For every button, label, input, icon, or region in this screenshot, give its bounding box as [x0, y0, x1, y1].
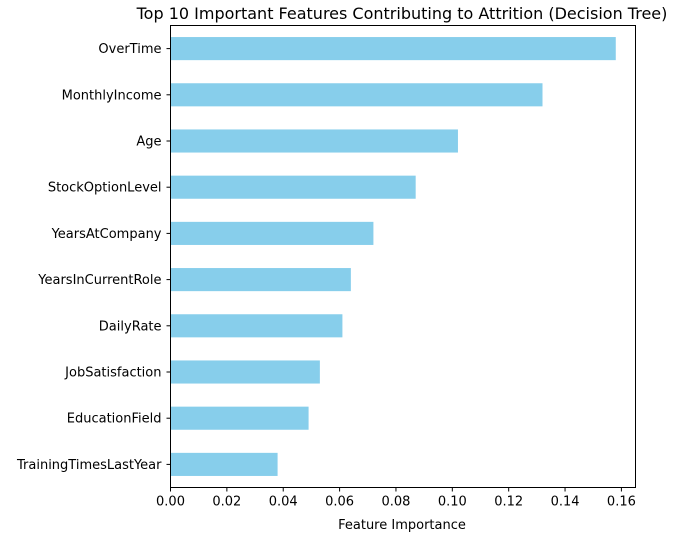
bar-Age: [170, 129, 458, 153]
y-tick-label: StockOptionLevel: [48, 181, 162, 196]
bar-EducationField: [170, 406, 309, 430]
y-tick-label: Age: [136, 135, 161, 150]
bar-DailyRate: [170, 314, 343, 338]
bar-MonthlyIncome: [170, 83, 543, 107]
x-tick-label: 0.08: [381, 495, 410, 510]
bar-YearsInCurrentRole: [170, 268, 351, 292]
x-tick-label: 0.06: [325, 495, 354, 510]
bar-StockOptionLevel: [170, 175, 416, 199]
x-axis: 0.00 0.02 0.04 0.06 0.08 0.10 0.12 0.14 0.16: [156, 487, 636, 510]
x-tick-label: 0.00: [156, 495, 185, 510]
bar-TrainingTimesLastYear: [170, 452, 278, 476]
y-tick-label: TrainingTimesLastYear: [16, 458, 162, 473]
y-tick-label: JobSatisfaction: [64, 366, 161, 381]
x-tick-label: 0.10: [438, 495, 467, 510]
bars-layer: [170, 37, 616, 476]
x-tick-label: 0.14: [551, 495, 580, 510]
y-tick-label: EducationField: [67, 412, 162, 427]
x-tick-label: 0.02: [212, 495, 241, 510]
y-axis: OverTime MonthlyIncome Age StockOptionLevel…: [16, 42, 171, 473]
bar-JobSatisfaction: [170, 360, 320, 384]
bar-OverTime: [170, 37, 616, 61]
y-tick-label: DailyRate: [99, 319, 162, 334]
x-axis-label: Feature Importance: [338, 518, 466, 533]
bar-YearsAtCompany: [170, 221, 374, 245]
y-tick-label: YearsAtCompany: [51, 227, 162, 242]
y-tick-label: OverTime: [98, 42, 161, 57]
y-tick-label: MonthlyIncome: [62, 88, 162, 103]
x-tick-label: 0.12: [494, 495, 523, 510]
x-tick-label: 0.16: [607, 495, 636, 510]
plot-frame: [170, 25, 636, 488]
chart-title: Top 10 Important Features Contributing t…: [136, 4, 668, 23]
y-tick-label: YearsInCurrentRole: [37, 273, 161, 288]
x-tick-label: 0.04: [269, 495, 298, 510]
